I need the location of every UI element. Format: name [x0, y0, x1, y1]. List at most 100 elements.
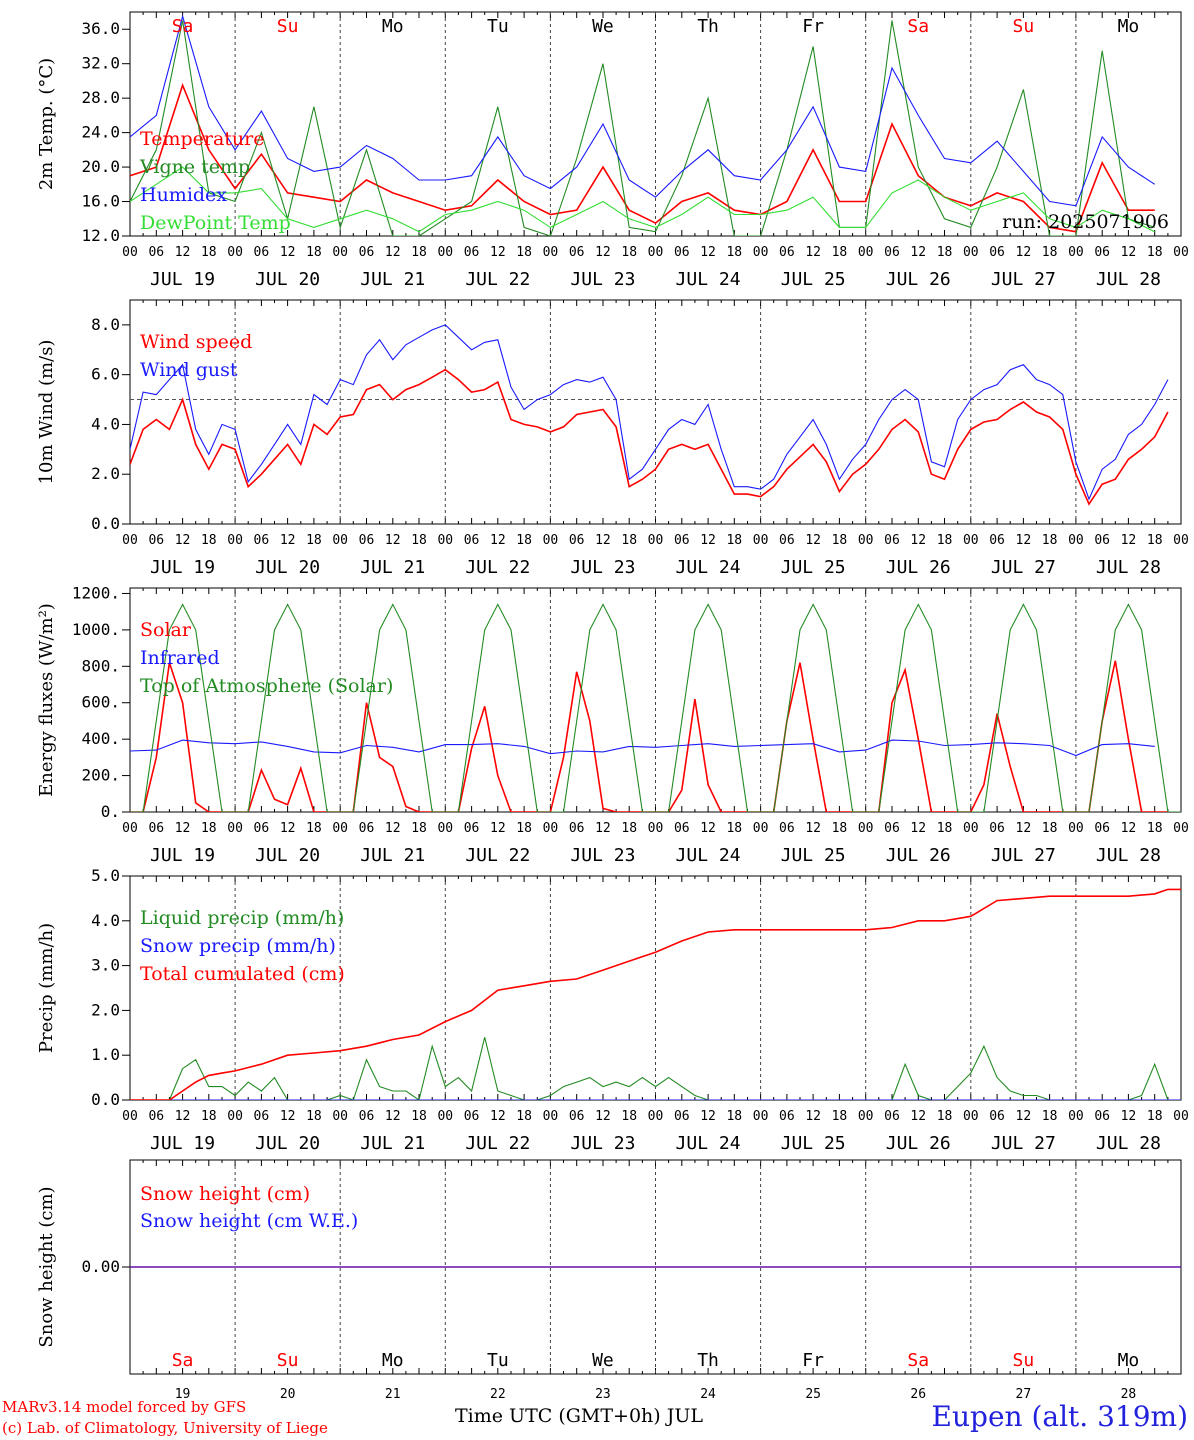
hour-tick-label: 06 [884, 821, 900, 836]
hour-tick-label: 00 [858, 821, 874, 836]
hour-tick-label: 00 [543, 821, 559, 836]
y-axis-label: 2m Temp. (°C) [36, 58, 57, 190]
hour-tick-label: 00 [332, 821, 348, 836]
hour-tick-label: 06 [1094, 533, 1110, 548]
hour-tick-label: 00 [963, 245, 979, 260]
y-tick-label: 600. [81, 693, 120, 712]
day-label: JUL 27 [991, 269, 1056, 290]
hour-tick-label: 06 [359, 245, 375, 260]
day-label: JUL 19 [150, 557, 215, 578]
hour-tick-label: 00 [1173, 821, 1189, 836]
y-tick-label: 1200. [72, 583, 120, 602]
series-line [130, 14, 1156, 207]
y-tick-label: 28.0 [81, 88, 120, 107]
hour-tick-label: 18 [832, 821, 848, 836]
day-label: JUL 22 [465, 557, 530, 578]
day-number-label: 28 [1121, 1387, 1137, 1402]
day-label: JUL 28 [1096, 269, 1161, 290]
weekday-label: Sa [907, 1350, 929, 1371]
day-number-label: 26 [910, 1387, 926, 1402]
hour-tick-label: 12 [805, 821, 821, 836]
weekday-label: Tu [487, 1350, 509, 1371]
hour-tick-label: 12 [1016, 1109, 1032, 1124]
hour-tick-label: 12 [805, 533, 821, 548]
hour-tick-label: 18 [832, 1109, 848, 1124]
y-axis-label: Energy fluxes (W/m²) [36, 603, 57, 797]
series-line [130, 1037, 1169, 1100]
hour-tick-label: 06 [884, 1109, 900, 1124]
y-tick-label: 20.0 [81, 157, 120, 176]
legend-entry: Snow height (cm) [140, 1183, 310, 1205]
hour-ticks [129, 588, 1182, 812]
hour-tick-label: 18 [516, 245, 532, 260]
weekday-label: Fr [802, 16, 824, 37]
hour-tick-label: 06 [464, 1109, 480, 1124]
hour-tick-label: 00 [1173, 245, 1189, 260]
weekday-label: Su [277, 1350, 299, 1371]
hour-tick-label: 06 [1094, 1109, 1110, 1124]
weekday-label: Su [1013, 1350, 1035, 1371]
legend-entry: DewPoint Temp [140, 212, 291, 234]
plot-frame [129, 299, 1182, 525]
hour-tick-label: 12 [385, 533, 401, 548]
hour-tick-label: 18 [937, 821, 953, 836]
hour-tick-label: 00 [858, 245, 874, 260]
legend-entry: Wind speed [140, 331, 252, 353]
y-tick-label: 3.0 [91, 956, 120, 975]
day-label: JUL 23 [570, 1133, 635, 1154]
weekday-label: Tu [487, 16, 509, 37]
hour-tick-label: 00 [1068, 821, 1084, 836]
hour-tick-label: 12 [1016, 245, 1032, 260]
hour-tick-label: 18 [306, 1109, 322, 1124]
hour-tick-label: 06 [989, 1109, 1005, 1124]
station-name: Eupen (alt. 319m) [931, 1400, 1188, 1433]
hour-tick-label: 12 [1121, 245, 1137, 260]
hour-tick-label: 18 [516, 1109, 532, 1124]
y-tick-label: 0.0 [91, 1090, 120, 1109]
hour-tick-label: 00 [122, 533, 138, 548]
hour-tick-label: 18 [1042, 245, 1058, 260]
day-number-label: 23 [595, 1387, 611, 1402]
weekday-label: Mo [382, 16, 404, 37]
legend-entry: Top of Atmosphere (Solar) [140, 675, 393, 697]
hour-tick-label: 00 [437, 1109, 453, 1124]
hour-tick-label: 00 [858, 533, 874, 548]
hour-tick-label: 12 [595, 533, 611, 548]
hour-tick-label: 18 [832, 245, 848, 260]
lab-credit: (c) Lab. of Climatology, University of L… [2, 1419, 328, 1437]
hour-tick-label: 00 [437, 533, 453, 548]
weekday-label: Th [697, 16, 719, 37]
legend-entry: Liquid precip (mm/h) [140, 907, 344, 929]
hour-tick-label: 12 [595, 1109, 611, 1124]
series-line [130, 888, 1181, 1100]
y-axis-label: Precip (mm/h) [36, 923, 57, 1053]
hour-tick-label: 12 [280, 245, 296, 260]
day-number-label: 19 [175, 1387, 191, 1402]
hour-tick-label: 06 [464, 533, 480, 548]
hour-tick-label: 06 [254, 821, 270, 836]
y-tick-label: 24.0 [81, 123, 120, 142]
hour-tick-label: 12 [910, 1109, 926, 1124]
hour-tick-label: 12 [490, 1109, 506, 1124]
hour-tick-label: 12 [910, 533, 926, 548]
hour-tick-label: 18 [726, 533, 742, 548]
day-label: JUL 20 [255, 1133, 320, 1154]
hour-tick-label: 18 [1147, 533, 1163, 548]
hour-tick-label: 00 [227, 245, 243, 260]
weekday-label: Th [697, 1350, 719, 1371]
hour-tick-label: 12 [280, 1109, 296, 1124]
y-tick-label: 5.0 [91, 866, 120, 885]
hour-tick-label: 00 [648, 821, 664, 836]
hour-tick-label: 18 [937, 245, 953, 260]
series-line [130, 603, 1181, 812]
y-tick-label: 1000. [72, 620, 120, 639]
hour-tick-label: 18 [726, 821, 742, 836]
legend-entry: Total cumulated (cm) [140, 963, 345, 985]
y-tick-label: 12.0 [81, 226, 120, 245]
y-tick-label: 1.0 [91, 1045, 120, 1064]
hour-tick-label: 12 [595, 821, 611, 836]
hour-tick-label: 00 [122, 1109, 138, 1124]
hour-tick-label: 12 [805, 1109, 821, 1124]
hour-tick-label: 18 [621, 245, 637, 260]
